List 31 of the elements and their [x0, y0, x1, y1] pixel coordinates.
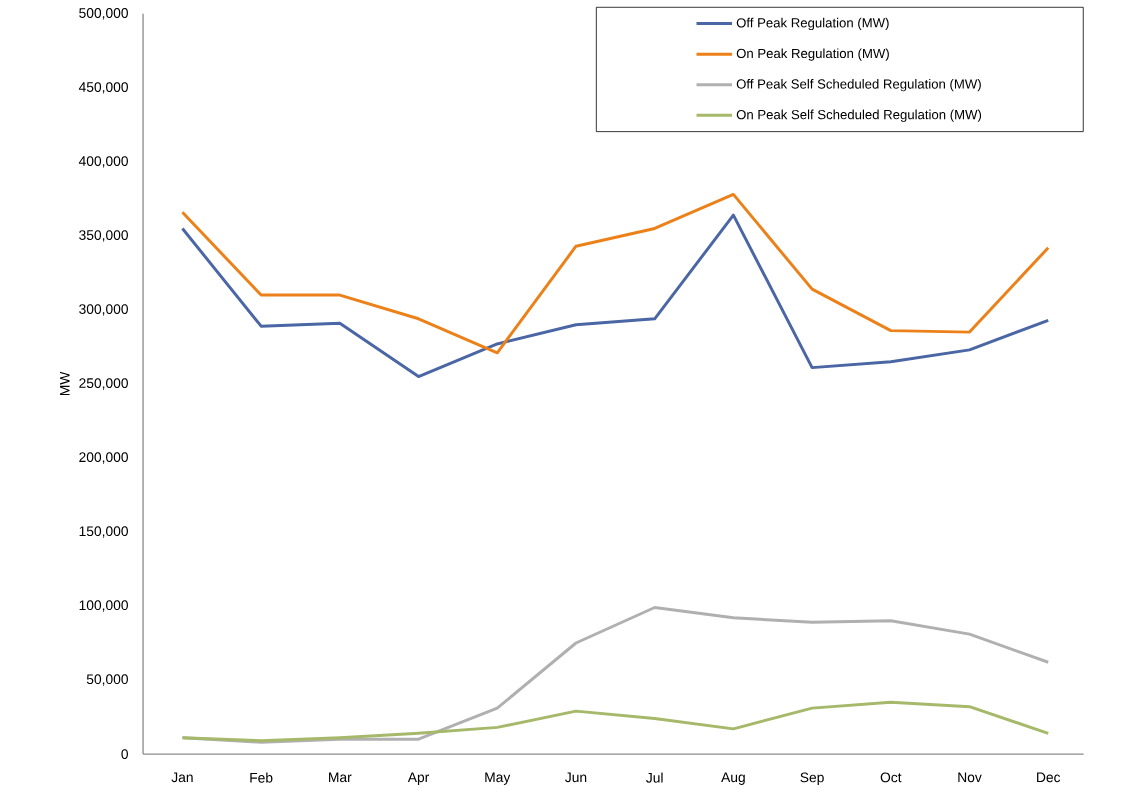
x-tick-label: Apr — [407, 772, 430, 785]
x-tick-label: Jul — [646, 772, 663, 783]
legend-label: Off Peak Regulation (MW) — [736, 17, 889, 30]
y-tick-label: 450,000 — [78, 81, 128, 94]
y-axis-title: MW — [60, 371, 70, 395]
y-tick-label: 300,000 — [79, 303, 128, 316]
y-tick-label: 150,000 — [79, 526, 128, 538]
line-series — [180, 192, 1050, 355]
x-tick-label: Nov — [958, 772, 982, 782]
y-tick-label: 400,000 — [78, 155, 128, 168]
line-series — [180, 700, 1050, 742]
x-tick-label: Jun — [565, 772, 587, 782]
y-tick-label: 500,000 — [79, 7, 128, 20]
x-tick-label: Sep — [800, 772, 824, 785]
legend-label: On Peak Regulation (MW) — [736, 48, 889, 61]
y-tick-label: 200,000 — [79, 452, 128, 464]
x-tick-label: Aug — [721, 772, 745, 785]
x-tick-label: May — [485, 772, 511, 785]
legend-label: Off Peak Self Scheduled Regulation (MW) — [736, 78, 981, 92]
legend-label: On Peak Self Scheduled Regulation (MW) — [736, 109, 982, 122]
x-tick-label: Oct — [880, 772, 902, 783]
x-tick-label: Dec — [1037, 772, 1061, 782]
line-series — [180, 213, 1050, 378]
y-tick-label: 350,000 — [79, 229, 128, 242]
y-tick-label: 50,000 — [86, 674, 128, 686]
x-tick-label: Mar — [329, 772, 352, 782]
x-tick-label: Jan — [171, 772, 193, 782]
y-tick-label: 100,000 — [79, 600, 128, 612]
y-tick-label: 250,000 — [79, 377, 128, 390]
y-tick-label: 0 — [121, 748, 128, 759]
x-tick-label: Feb — [250, 772, 273, 783]
